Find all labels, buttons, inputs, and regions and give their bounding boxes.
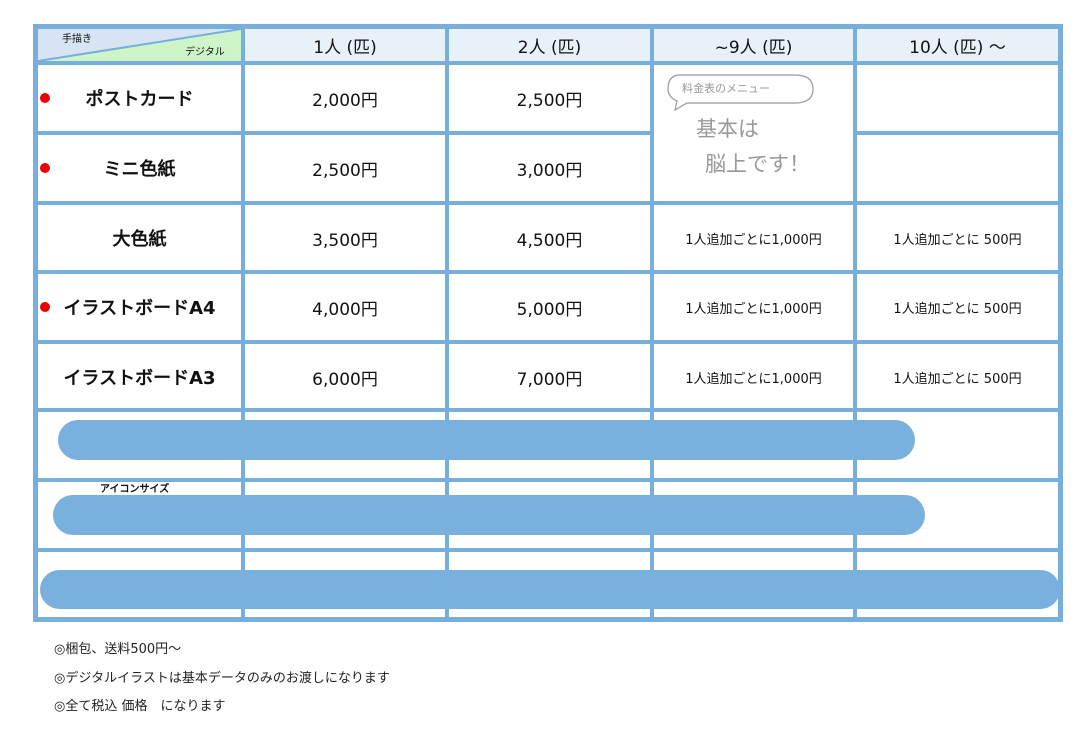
note-digital: ◎デジタルイラストは基本データのみのお渡しになります bbox=[54, 671, 390, 686]
product-name: ミニ色紙 bbox=[103, 159, 176, 180]
row-divider bbox=[33, 548, 1063, 552]
row-divider bbox=[853, 131, 1063, 135]
price-1: 6,000円 bbox=[312, 369, 378, 390]
col-header-9: ~9人 (匹) bbox=[654, 29, 853, 61]
col-header-2: 2人 (匹) bbox=[449, 29, 650, 61]
row-divider bbox=[33, 340, 1063, 344]
row-divider bbox=[33, 131, 653, 135]
corner-header bbox=[38, 29, 241, 61]
speech-bubble bbox=[667, 74, 814, 112]
corner-label-handdrawn: 手描き bbox=[62, 34, 92, 45]
column-divider bbox=[650, 24, 654, 622]
product-name: イラストボードA3 bbox=[63, 368, 216, 389]
red-marker-dot bbox=[40, 93, 50, 103]
price-1: 4,000円 bbox=[312, 299, 378, 320]
red-marker-dot bbox=[40, 302, 50, 312]
price-10-plus bbox=[857, 65, 1058, 131]
price-2: 5,000円 bbox=[516, 299, 583, 320]
row-divider bbox=[33, 408, 1063, 412]
row-divider bbox=[33, 478, 1063, 482]
price-10-plus: 1人追加ごとに 500円 bbox=[893, 232, 1022, 248]
price-10-plus: 1人追加ごとに 500円 bbox=[893, 371, 1022, 387]
product-name: ポストカード bbox=[85, 89, 194, 110]
handwritten-line-1: 基本は bbox=[696, 117, 759, 141]
col-header-10: 10人 (匹) 〜 bbox=[857, 29, 1058, 61]
red-marker-dot bbox=[40, 163, 50, 173]
redaction-bar bbox=[53, 495, 925, 535]
corner-label-digital: デジタル bbox=[185, 47, 225, 58]
price-up-to-9: 1人追加ごとに1,000円 bbox=[685, 301, 822, 317]
price-1: 2,500円 bbox=[312, 160, 378, 181]
row-divider bbox=[33, 270, 1063, 274]
product-name: イラストボードA4 bbox=[63, 298, 216, 319]
price-1: 2,000円 bbox=[312, 90, 378, 111]
price-1: 3,500円 bbox=[312, 230, 378, 251]
handwritten-line-2: 脳上です！ bbox=[705, 152, 810, 176]
price-2: 2,500円 bbox=[516, 90, 583, 111]
price-10-plus bbox=[857, 135, 1058, 201]
bubble-text: 料金表のメニュー bbox=[682, 82, 770, 95]
price-10-plus: 1人追加ごとに 500円 bbox=[893, 301, 1022, 317]
redaction-bar bbox=[58, 420, 915, 460]
row-label-icon-size: アイコンサイズ bbox=[100, 484, 170, 495]
price-2: 7,000円 bbox=[516, 369, 583, 390]
column-divider bbox=[241, 24, 245, 622]
price-up-to-9: 1人追加ごとに1,000円 bbox=[685, 232, 822, 248]
note-tax: ◎全て税込 価格 になります bbox=[54, 699, 226, 714]
product-name: 大色紙 bbox=[112, 229, 167, 250]
row-divider bbox=[33, 201, 1063, 205]
col-header-1: 1人 (匹) bbox=[245, 29, 445, 61]
column-divider bbox=[445, 24, 449, 622]
price-up-to-9: 1人追加ごとに1,000円 bbox=[685, 371, 822, 387]
column-divider bbox=[853, 24, 857, 622]
price-2: 3,000円 bbox=[516, 160, 583, 181]
note-shipping: ◎梱包、送料500円〜 bbox=[54, 642, 182, 657]
redaction-bar bbox=[40, 570, 1060, 609]
price-2: 4,500円 bbox=[516, 230, 583, 251]
row-divider bbox=[33, 61, 1063, 65]
